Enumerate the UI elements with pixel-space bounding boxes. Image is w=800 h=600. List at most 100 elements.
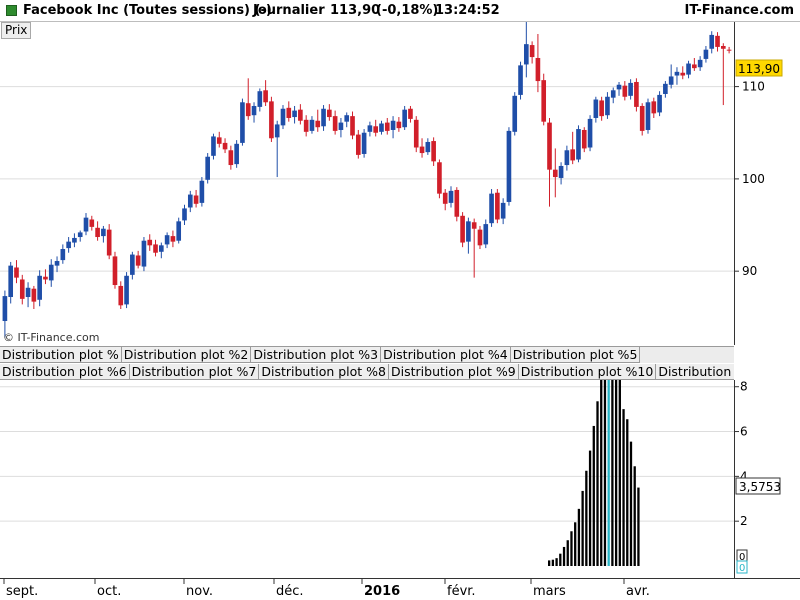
candle bbox=[547, 117, 552, 207]
candle bbox=[581, 127, 587, 153]
distribution-tab[interactable]: Distribution plot %10 bbox=[518, 364, 657, 380]
candle bbox=[60, 244, 66, 264]
candle-body bbox=[552, 169, 558, 178]
candle-body bbox=[303, 119, 309, 132]
candle-body bbox=[118, 285, 124, 306]
distribution-tab[interactable]: Distribution plot %6 bbox=[0, 364, 130, 380]
candle bbox=[599, 96, 604, 121]
candle bbox=[141, 237, 147, 272]
candle bbox=[379, 120, 384, 135]
candle bbox=[251, 102, 257, 123]
price-panel-label[interactable]: Prix bbox=[1, 22, 32, 39]
distribution-tab[interactable]: Distribution plot %4 bbox=[381, 347, 511, 363]
candle-body bbox=[524, 44, 529, 65]
candle-body bbox=[703, 49, 709, 59]
distribution-tab[interactable]: Distribution plot %5 bbox=[510, 347, 641, 363]
candle-body bbox=[257, 91, 263, 107]
candle-body bbox=[245, 103, 251, 117]
candle bbox=[43, 269, 48, 285]
candle bbox=[263, 80, 268, 106]
candle bbox=[651, 97, 657, 118]
candle bbox=[657, 91, 662, 117]
candle-body bbox=[153, 244, 158, 253]
candle-body bbox=[645, 102, 651, 130]
distribution-tab[interactable]: Distribution p bbox=[656, 364, 734, 380]
candle-body bbox=[327, 109, 332, 118]
candle bbox=[610, 87, 616, 104]
candle bbox=[159, 242, 164, 259]
candle bbox=[448, 186, 454, 208]
candle-body bbox=[240, 102, 245, 143]
candle bbox=[222, 138, 228, 154]
distribution-tab[interactable]: Distribution plot %8 bbox=[259, 364, 390, 380]
candle bbox=[153, 239, 158, 257]
candle bbox=[101, 225, 106, 243]
candle bbox=[211, 133, 216, 160]
distribution-tab[interactable]: Distribution plot %7 bbox=[129, 364, 260, 380]
candle-body bbox=[709, 34, 715, 49]
candle bbox=[466, 217, 471, 254]
zero-label-2: 0 bbox=[739, 563, 745, 574]
distribution-bar bbox=[607, 380, 610, 566]
candle bbox=[460, 212, 465, 248]
price-candles[interactable] bbox=[2, 22, 732, 338]
candle-body bbox=[43, 276, 48, 280]
candle-body bbox=[274, 124, 280, 138]
candle bbox=[390, 116, 396, 139]
distribution-bar bbox=[603, 380, 607, 566]
candle bbox=[564, 145, 570, 171]
candle-body bbox=[95, 227, 100, 238]
candle-body bbox=[692, 64, 697, 69]
candle bbox=[274, 120, 280, 178]
candle bbox=[605, 92, 610, 119]
distribution-tab[interactable]: Distribution plot % bbox=[0, 347, 122, 363]
candle-body bbox=[48, 264, 54, 281]
candle bbox=[332, 110, 338, 135]
candle-body bbox=[66, 241, 71, 249]
candle-body bbox=[106, 229, 112, 256]
time-tick-label: févr. bbox=[447, 584, 476, 599]
candle bbox=[355, 129, 361, 159]
candle-body bbox=[622, 85, 628, 97]
candle-body bbox=[124, 275, 129, 305]
distribution-tick-label: 8 bbox=[740, 380, 748, 394]
candle bbox=[193, 189, 199, 208]
candle-body bbox=[634, 81, 639, 107]
candle bbox=[686, 60, 691, 79]
distribution-tab[interactable]: Distribution plot %3 bbox=[251, 347, 382, 363]
distribution-tabs-row-1: Distribution plot % Distribution plot %2 D… bbox=[0, 347, 734, 363]
candle-body bbox=[286, 107, 292, 118]
zero-markers: 0 0 bbox=[736, 549, 748, 574]
candle bbox=[692, 57, 697, 71]
brand-label[interactable]: IT-Finance.com bbox=[684, 3, 794, 18]
candle-body bbox=[83, 217, 89, 232]
candle bbox=[697, 56, 703, 71]
candle-body bbox=[101, 228, 106, 237]
candle-body bbox=[495, 192, 500, 220]
time-tick-label: sept. bbox=[6, 584, 38, 599]
distribution-tab[interactable]: Distribution plot %9 bbox=[389, 364, 519, 380]
candle bbox=[570, 131, 575, 165]
distribution-bar bbox=[596, 401, 599, 566]
candle-body bbox=[715, 35, 720, 47]
candle bbox=[298, 104, 303, 125]
distribution-tick-label: 2 bbox=[740, 514, 748, 528]
candle bbox=[130, 251, 135, 280]
candle-body bbox=[651, 101, 657, 114]
candle-body bbox=[431, 141, 436, 162]
candle bbox=[576, 125, 581, 163]
candle-body bbox=[280, 108, 286, 126]
candle bbox=[77, 230, 83, 242]
candle bbox=[489, 189, 494, 227]
candle-body bbox=[639, 105, 645, 131]
time-tick-label: oct. bbox=[97, 584, 121, 599]
candle bbox=[327, 104, 332, 121]
candle-body bbox=[564, 150, 570, 166]
distribution-tab[interactable]: Distribution plot %2 bbox=[121, 347, 252, 363]
candle bbox=[338, 117, 344, 138]
candle bbox=[680, 66, 686, 80]
candle-body bbox=[8, 265, 14, 298]
candle bbox=[54, 256, 60, 273]
candle-body bbox=[269, 101, 274, 139]
candle bbox=[431, 137, 436, 166]
